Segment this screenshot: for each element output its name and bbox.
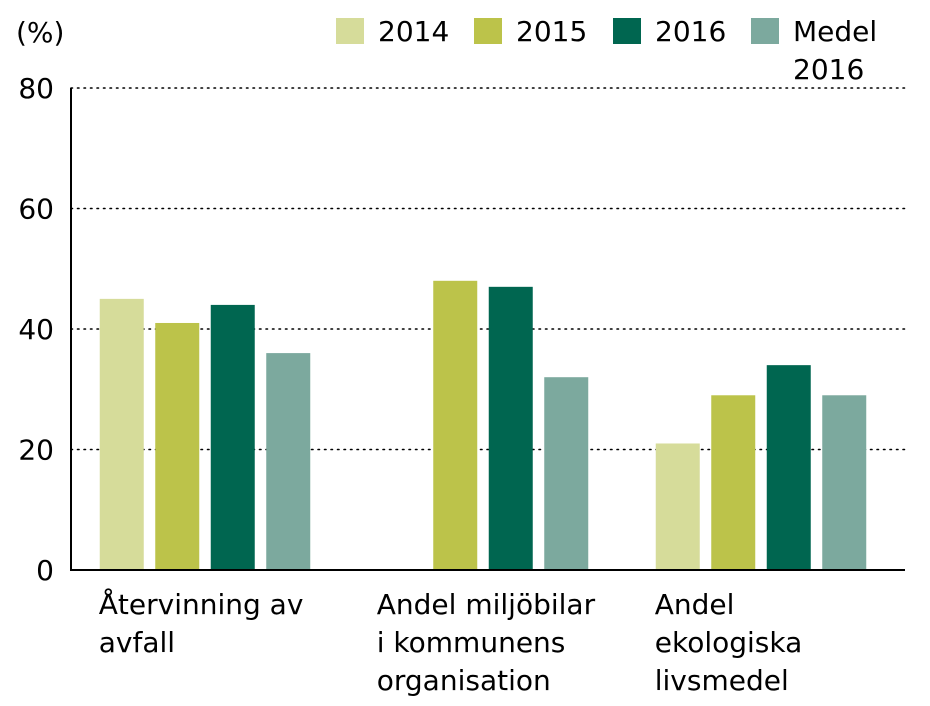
- bar: [266, 353, 311, 570]
- x-category-label: livsmedel: [655, 664, 789, 697]
- x-category-label: Andel: [655, 588, 735, 621]
- category-labels: Återvinning av avfall Andel miljöbilar i ko…: [99, 587, 803, 697]
- x-category-label: i kommunens: [377, 626, 566, 659]
- bar: [655, 443, 700, 570]
- bar: [822, 395, 867, 570]
- legend-label: 2014: [378, 15, 449, 48]
- legend-label: 2015: [516, 15, 587, 48]
- legend-swatch: [474, 18, 502, 44]
- bar: [488, 286, 533, 570]
- gridlines: [70, 87, 906, 451]
- legend-swatch: [613, 18, 641, 44]
- x-category-label: Andel miljöbilar: [377, 588, 596, 621]
- bar: [711, 395, 756, 570]
- x-category-label: avfall: [99, 626, 175, 659]
- y-tick-label: 20: [18, 434, 54, 467]
- y-tick-label: 0: [36, 554, 54, 587]
- axes: [70, 88, 905, 571]
- y-axis-unit-label: (%): [16, 16, 64, 49]
- legend-label: 2016: [655, 15, 726, 48]
- bar: [433, 280, 478, 570]
- legend-label: Medel: [793, 15, 877, 48]
- legend-swatch: [336, 18, 364, 44]
- bar: [99, 298, 144, 570]
- x-category-label: ekologiska: [655, 626, 803, 659]
- legend: 2014 2015 2016 Medel 2016: [336, 15, 877, 86]
- bar: [155, 322, 200, 570]
- legend-swatch: [751, 18, 779, 44]
- bar: [544, 377, 589, 570]
- x-category-label: Återvinning av: [99, 587, 304, 621]
- bar: [210, 304, 255, 570]
- x-category-label: organisation: [377, 664, 551, 697]
- y-tick-label: 80: [18, 72, 54, 105]
- bars: [99, 280, 867, 570]
- legend-label: 2016: [793, 53, 864, 86]
- y-tick-labels: 0 20 40 60 80: [18, 72, 54, 587]
- y-tick-label: 40: [18, 313, 54, 346]
- y-tick-label: 60: [18, 193, 54, 226]
- bar: [766, 365, 811, 570]
